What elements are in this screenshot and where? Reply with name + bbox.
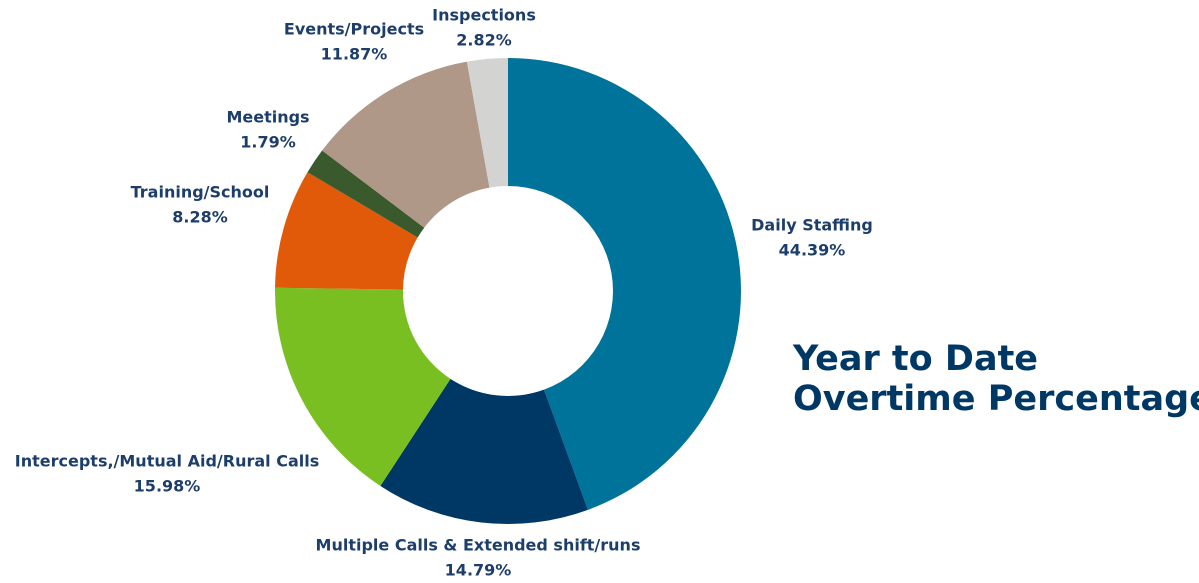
donut-slice <box>380 378 588 524</box>
slice-label: Inspections <box>432 6 536 25</box>
slice-value-label: 44.39% <box>779 241 846 260</box>
slice-value-label: 15.98% <box>134 477 201 496</box>
slice-label: Multiple Calls & Extended shift/runs <box>316 536 641 555</box>
chart-title: Overtime Percentage <box>793 379 1199 419</box>
slice-label: Meetings <box>226 108 309 127</box>
donut-slice <box>307 150 425 238</box>
donut-slice <box>275 287 451 486</box>
slice-value-label: 2.82% <box>456 31 512 50</box>
donut-slice <box>275 172 418 290</box>
donut-slice <box>466 58 508 188</box>
slice-value-label: 8.28% <box>172 208 228 227</box>
slice-label: Daily Staffing <box>751 216 873 235</box>
chart-title: Year to Date <box>792 339 1038 379</box>
slice-value-label: 1.79% <box>240 133 296 152</box>
donut-slice <box>508 58 742 510</box>
slice-value-label: 11.87% <box>321 45 388 64</box>
slice-label: Training/School <box>131 183 270 202</box>
slice-label: Intercepts,/Mutual Aid/Rural Calls <box>15 452 319 471</box>
slice-label: Events/Projects <box>284 20 424 39</box>
donut-slice <box>322 61 490 228</box>
slice-value-label: 14.79% <box>445 561 512 580</box>
